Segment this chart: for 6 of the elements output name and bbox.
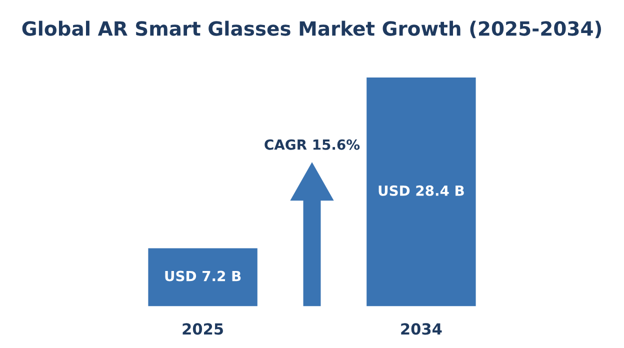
chart-title: Global AR Smart Glasses Market Growth (2025-2034): [22, 20, 601, 38]
data-label: USD 28.4 B: [378, 185, 464, 196]
x-tick-label: 2025: [182, 323, 223, 335]
annotation: CAGR 15.6%: [264, 139, 360, 150]
data-label: USD 7.2 B: [165, 270, 241, 282]
x-tick-label: 2034: [401, 323, 442, 335]
